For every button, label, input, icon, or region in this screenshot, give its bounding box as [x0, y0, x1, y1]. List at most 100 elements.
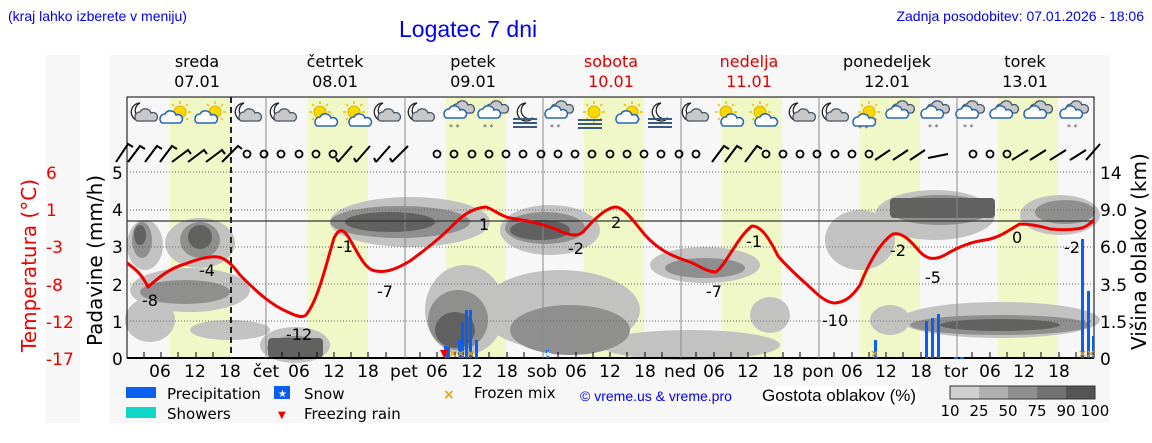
temp-label: -12 — [286, 325, 312, 344]
temp-label: -2 — [1064, 238, 1080, 257]
svg-text:100: 100 — [1081, 402, 1110, 420]
svg-text:-12: -12 — [46, 313, 74, 333]
cloud-density-ticks: 10 25 50 75 90 100 — [940, 402, 1109, 420]
svg-text:18: 18 — [219, 362, 241, 382]
svg-text:6.0: 6.0 — [1100, 238, 1127, 258]
svg-text:0: 0 — [112, 350, 123, 370]
svg-text:25: 25 — [969, 402, 988, 420]
temp-label: -1 — [746, 232, 762, 251]
frozen-mix-icon: × — [443, 387, 455, 403]
cloud-density-label: Gostota oblakov (%) — [760, 386, 919, 406]
day-header: torek 13.01 — [1002, 52, 1048, 91]
showers-swatch — [126, 407, 156, 418]
legend-precipitation: Precipitation — [167, 385, 261, 403]
temperature-axis-ticks: 6 1 -3 -8 -12 -17 — [46, 164, 74, 370]
cloud-axis-label: Višina oblakov (km) — [1127, 153, 1151, 350]
svg-text:06: 06 — [979, 362, 1001, 382]
svg-text:12: 12 — [875, 362, 897, 382]
precip-axis-label: Padavine (mm/h) — [83, 175, 107, 346]
svg-text:06: 06 — [565, 362, 587, 382]
svg-text:90: 90 — [1056, 402, 1075, 420]
svg-text:čet: čet — [253, 362, 280, 382]
svg-text:18: 18 — [496, 362, 518, 382]
temperature-line — [126, 205, 1096, 318]
svg-text:06: 06 — [288, 362, 310, 382]
svg-text:-17: -17 — [46, 350, 74, 370]
svg-text:06: 06 — [426, 362, 448, 382]
cloud-axis-ticks: 0 1.5 3.5 6.0 9.0 14 — [1100, 164, 1127, 370]
temp-label: -2 — [568, 239, 584, 258]
svg-text:2: 2 — [112, 276, 123, 296]
page-title: Logatec 7 dni — [399, 16, 538, 42]
legend-showers: Showers — [167, 405, 231, 423]
precipitation-swatch — [126, 387, 156, 398]
temp-label: -2 — [890, 241, 906, 260]
svg-text:18: 18 — [634, 362, 656, 382]
svg-text:12: 12 — [323, 362, 345, 382]
freezing-rain-icon: ▼ — [278, 410, 286, 421]
svg-text:12: 12 — [1013, 362, 1035, 382]
svg-text:14: 14 — [1100, 164, 1122, 184]
temp-label: -8 — [142, 291, 158, 310]
svg-text:12: 12 — [184, 362, 206, 382]
precip-axis-ticks: 0 1 2 3 4 5 — [112, 164, 123, 370]
svg-text:ned: ned — [664, 362, 696, 382]
svg-text:06: 06 — [149, 362, 171, 382]
svg-text:×: × — [870, 347, 879, 360]
temp-label: -1 — [337, 237, 353, 256]
svg-text:×: × — [466, 347, 475, 360]
svg-text:1: 1 — [112, 313, 123, 333]
svg-text:0: 0 — [1100, 350, 1111, 370]
day-header-weekend: nedelja 11.01 — [719, 52, 779, 91]
svg-text:pet: pet — [390, 362, 418, 382]
svg-text:★: ★ — [544, 350, 552, 360]
snow-star-icon: ★ — [278, 389, 287, 400]
svg-text:12: 12 — [737, 362, 759, 382]
svg-text:×: × — [448, 347, 457, 360]
svg-text:06: 06 — [703, 362, 725, 382]
temp-label: -7 — [706, 282, 722, 301]
svg-text:×: × — [456, 347, 465, 360]
cloud-density-scale — [949, 385, 1096, 400]
svg-text:3: 3 — [112, 238, 123, 258]
legend-frozen-mix: Frozen mix — [474, 384, 556, 402]
svg-text:1: 1 — [46, 201, 57, 221]
svg-text:sob: sob — [527, 362, 557, 382]
svg-text:06: 06 — [841, 362, 863, 382]
svg-text:50: 50 — [998, 402, 1017, 420]
temperature-axis-panel — [46, 55, 80, 423]
svg-text:4: 4 — [112, 201, 123, 221]
svg-text:6: 6 — [46, 164, 57, 184]
svg-text:10: 10 — [940, 402, 959, 420]
wind-barbs — [115, 142, 1101, 163]
snow-swatch — [274, 386, 290, 399]
temp-label: 1 — [479, 215, 489, 234]
svg-text:3.5: 3.5 — [1100, 276, 1127, 296]
temp-label: 0 — [1012, 228, 1022, 247]
legend-snow: Snow — [304, 385, 345, 403]
day-separators — [265, 97, 958, 358]
svg-text:12: 12 — [461, 362, 483, 382]
svg-text:×: × — [1078, 347, 1087, 360]
svg-text:5: 5 — [112, 164, 123, 184]
svg-text:-8: -8 — [46, 276, 63, 296]
svg-text:12: 12 — [599, 362, 621, 382]
svg-text:-3: -3 — [46, 238, 63, 258]
day-header: ponedeljek 12.01 — [843, 52, 931, 91]
temp-label: -5 — [925, 268, 941, 287]
svg-text:×: × — [1086, 347, 1095, 360]
credit-link[interactable]: © vreme.us & vreme.pro — [580, 388, 732, 404]
svg-text:1.5: 1.5 — [1100, 313, 1127, 333]
region-hint[interactable]: (kraj lahko izberete v meniju) — [8, 8, 187, 24]
svg-text:tor: tor — [944, 362, 968, 382]
temp-label: -4 — [199, 261, 215, 280]
x-ticks — [143, 352, 1077, 358]
day-header: sreda 07.01 — [174, 52, 220, 91]
last-updated: Zadnja posodobitev: 07.01.2026 - 18:06 — [896, 8, 1144, 24]
svg-text:75: 75 — [1027, 402, 1046, 420]
legend-freezing-rain: Freezing rain — [304, 405, 401, 423]
svg-text:18: 18 — [772, 362, 794, 382]
svg-text:▼: ▼ — [440, 347, 449, 360]
svg-text:9.0: 9.0 — [1100, 201, 1127, 221]
